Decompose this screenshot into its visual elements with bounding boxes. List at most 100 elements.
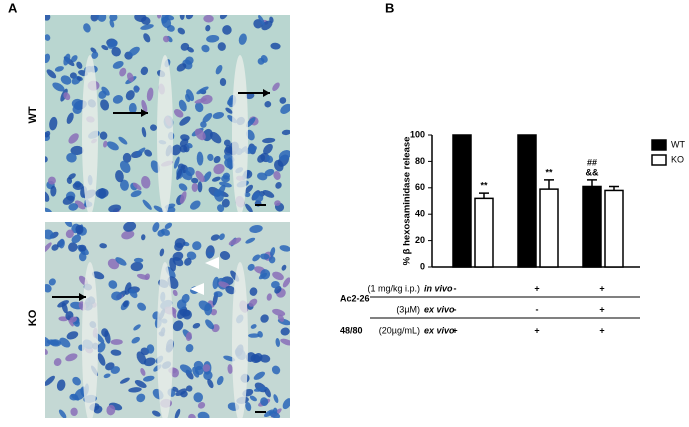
- panel-label: B: [385, 0, 394, 15]
- y-tick-label: 100: [410, 129, 425, 139]
- nucleus: [266, 293, 272, 301]
- nucleus: [99, 131, 108, 140]
- nucleus: [186, 143, 193, 149]
- nucleus: [70, 145, 84, 156]
- route-label: in vivo: [424, 283, 453, 293]
- y-tick-label: 20: [415, 235, 425, 245]
- nucleus: [174, 242, 184, 251]
- nucleus: [141, 16, 151, 25]
- nucleus: [69, 393, 79, 401]
- bar: [452, 134, 472, 268]
- nucleus: [266, 155, 274, 163]
- nucleus: [125, 90, 135, 101]
- legend-swatch: [651, 154, 667, 166]
- nucleus: [260, 397, 269, 406]
- nucleus: [137, 302, 147, 311]
- legend-label: WT: [671, 139, 685, 149]
- nucleus: [74, 200, 86, 210]
- nucleus: [128, 102, 137, 114]
- nucleus: [45, 207, 53, 212]
- nucleus: [257, 154, 266, 163]
- nucleus: [218, 233, 225, 241]
- nucleus: [257, 172, 268, 181]
- y-axis-label: % β hexosaminidase release: [402, 137, 413, 266]
- nucleus: [207, 153, 214, 161]
- nucleus: [91, 51, 99, 59]
- nucleus: [122, 152, 132, 163]
- nucleus: [273, 171, 281, 180]
- nucleus: [173, 156, 180, 169]
- nucleus: [200, 121, 207, 128]
- lumen: [82, 55, 98, 212]
- nucleus: [140, 24, 154, 30]
- nucleus: [95, 188, 109, 199]
- nucleus: [186, 385, 193, 392]
- nucleus: [169, 257, 177, 272]
- nucleus: [219, 181, 232, 188]
- error-bar: [479, 192, 489, 199]
- nucleus: [66, 112, 74, 124]
- nucleus: [111, 291, 123, 301]
- nucleus: [250, 354, 261, 364]
- arrow-head: [263, 89, 270, 97]
- image-label: KO: [27, 309, 39, 326]
- nucleus: [130, 261, 144, 272]
- annotation: **: [480, 180, 488, 190]
- sign: -: [454, 283, 457, 293]
- nucleus: [59, 337, 71, 348]
- nucleus: [196, 151, 204, 166]
- nucleus: [131, 336, 140, 344]
- nucleus: [188, 413, 196, 418]
- nucleus: [45, 283, 52, 293]
- nucleus: [280, 327, 290, 336]
- nucleus: [45, 190, 50, 202]
- nucleus: [191, 177, 199, 184]
- nucleus: [250, 324, 257, 329]
- nucleus: [223, 153, 235, 163]
- nucleus: [76, 76, 83, 81]
- nucleus: [166, 25, 175, 32]
- nucleus: [273, 394, 279, 404]
- bar: [604, 189, 624, 268]
- nucleus: [75, 224, 84, 235]
- nucleus: [257, 331, 263, 338]
- nucleus: [128, 387, 142, 393]
- nucleus: [270, 247, 276, 257]
- nucleus: [119, 377, 130, 384]
- nucleus: [78, 252, 87, 262]
- group-label: Ac2-26: [340, 293, 370, 303]
- nucleus: [119, 179, 129, 191]
- nucleus: [133, 324, 141, 331]
- nucleus: [179, 15, 185, 20]
- nucleus: [45, 156, 48, 163]
- nucleus: [110, 339, 123, 345]
- nucleus: [177, 27, 186, 35]
- nucleus: [260, 314, 269, 323]
- nucleus: [260, 269, 271, 280]
- nucleus: [210, 308, 218, 316]
- nucleus: [45, 242, 52, 253]
- nucleus: [45, 348, 48, 355]
- nucleus: [275, 182, 282, 189]
- nucleus: [223, 139, 231, 147]
- nucleus: [62, 195, 75, 205]
- nucleus: [193, 392, 204, 403]
- nucleus: [205, 319, 215, 330]
- nucleus: [128, 288, 138, 299]
- nucleus: [245, 184, 254, 193]
- nucleus: [141, 234, 146, 241]
- nucleus: [152, 222, 160, 233]
- nucleus: [150, 124, 157, 131]
- annotation: **: [545, 167, 553, 177]
- nucleus: [176, 63, 187, 72]
- nucleus: [156, 15, 162, 19]
- nucleus: [209, 131, 222, 144]
- nucleus: [127, 72, 134, 83]
- nucleus: [245, 402, 252, 412]
- nucleus: [63, 92, 71, 101]
- nucleus: [110, 349, 122, 356]
- nucleus: [157, 229, 165, 237]
- nucleus: [210, 234, 220, 241]
- nucleus: [179, 308, 191, 317]
- nucleus: [45, 130, 51, 138]
